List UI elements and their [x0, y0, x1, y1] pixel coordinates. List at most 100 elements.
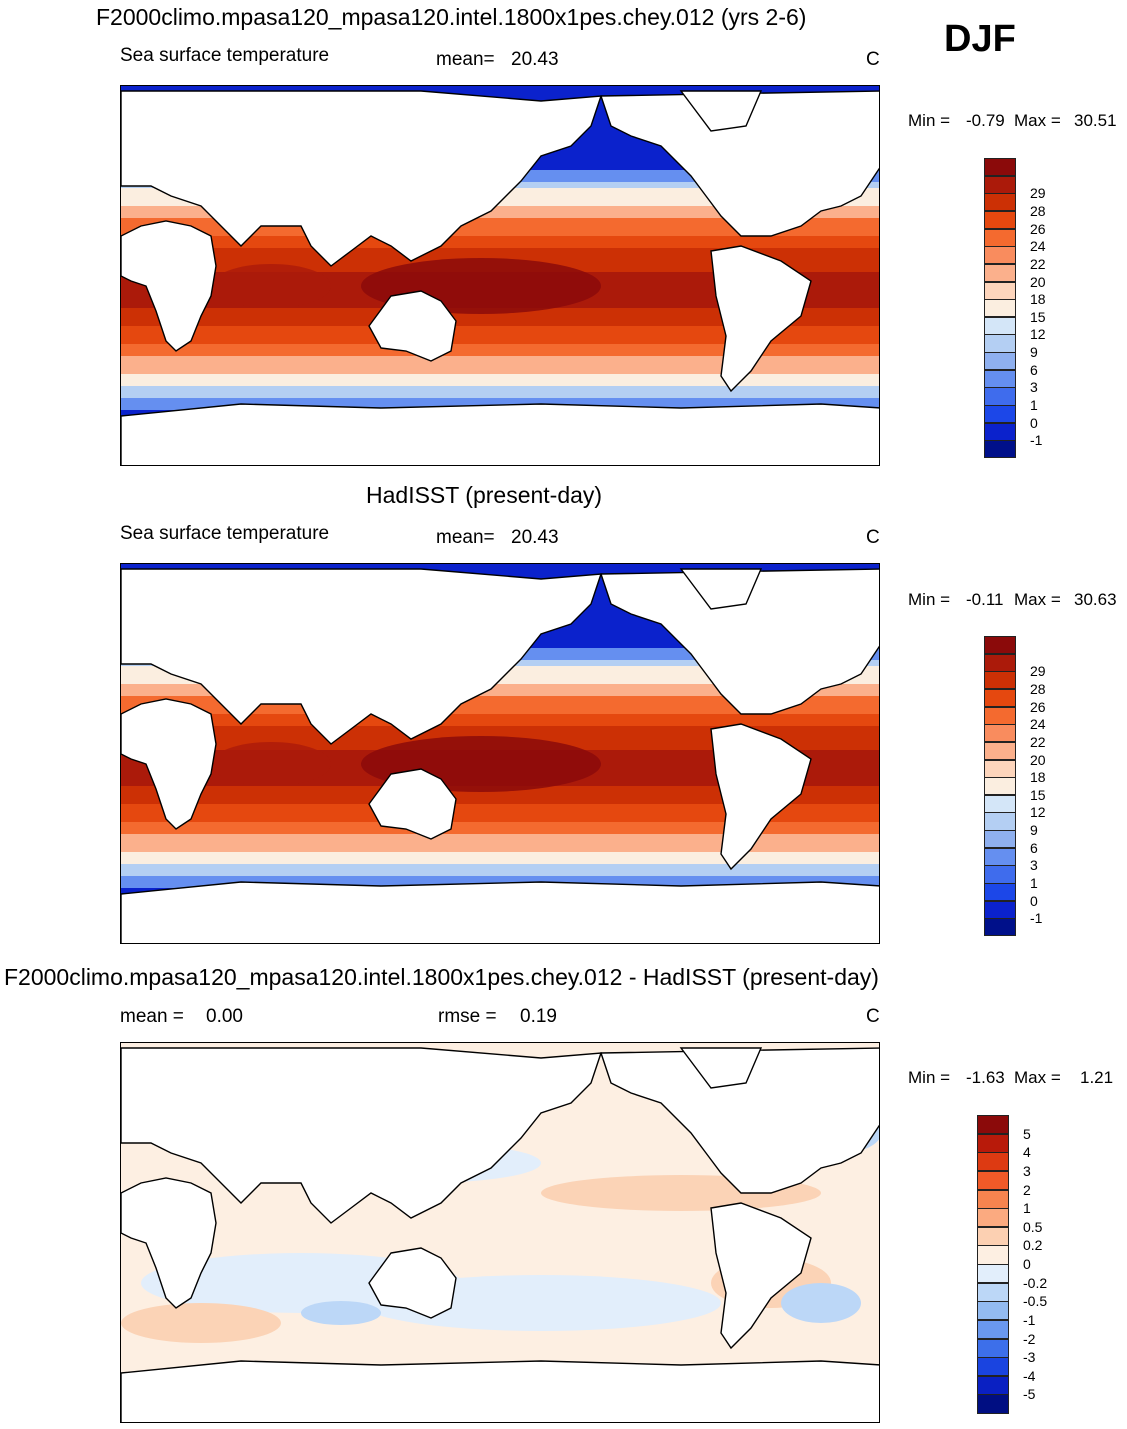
colorbar-tick-label: 15	[1030, 786, 1046, 803]
colorbar-swatch	[984, 369, 1016, 388]
colorbar-swatch	[984, 387, 1016, 406]
colorbar-swatch	[984, 900, 1016, 919]
colorbar-swatch	[984, 334, 1016, 353]
panel-2-units: C	[866, 527, 880, 548]
colorbar-tick-label: 15	[1030, 308, 1046, 325]
colorbar-swatch	[977, 1282, 1009, 1302]
colorbar-swatch	[984, 830, 1016, 849]
panel-3-mean-value: 0.00	[206, 1006, 243, 1027]
colorbar-tick-label: -1	[1023, 1311, 1036, 1328]
colorbar-tick-label: 1	[1023, 1200, 1031, 1217]
panel-2-max-label: Max =	[1014, 590, 1061, 609]
colorbar-tick-label: 29	[1030, 663, 1046, 680]
colorbar-swatch	[984, 883, 1016, 902]
colorbar-swatch	[977, 1264, 1009, 1284]
colorbar-swatch	[984, 352, 1016, 371]
colorbar-tick-label: 24	[1030, 238, 1046, 255]
season-label: DJF	[944, 18, 1016, 60]
colorbar-swatch	[977, 1375, 1009, 1395]
colorbar-tick-label: 29	[1030, 185, 1046, 202]
colorbar-tick-label: 0.5	[1023, 1218, 1043, 1235]
colorbar-tick-label: 12	[1030, 326, 1046, 343]
colorbar-tick-label: -0.5	[1023, 1293, 1048, 1310]
colorbar-tick-label: 12	[1030, 804, 1046, 821]
panel-3-min-label: Min =	[908, 1068, 951, 1087]
panel-1-title: F2000climo.mpasa120_mpasa120.intel.1800x…	[96, 4, 807, 30]
panel-1-max-value: 30.51	[1074, 111, 1117, 130]
colorbar-swatch	[977, 1357, 1009, 1377]
panel-3-map	[120, 1042, 880, 1423]
colorbar-swatch	[984, 777, 1016, 796]
colorbar-tick-label: 1	[1030, 875, 1038, 892]
colorbar-swatch	[984, 193, 1016, 212]
colorbar-swatch	[984, 812, 1016, 831]
colorbar-tick-label: 24	[1030, 716, 1046, 733]
colorbar-tick-label: 26	[1030, 220, 1046, 237]
panel-3-mean-label: mean =	[120, 1006, 184, 1027]
panel-3-rmse-value: 0.19	[520, 1006, 557, 1027]
colorbar-tick-label: 6	[1030, 361, 1038, 378]
colorbar-swatch	[984, 263, 1016, 283]
colorbar-swatch	[984, 299, 1016, 318]
colorbar-tick-label: 3	[1023, 1162, 1031, 1179]
colorbar-tick-label: -5	[1023, 1386, 1036, 1403]
colorbar-tick-label: -1	[1030, 910, 1043, 927]
colorbar-tick-label: 20	[1030, 751, 1046, 768]
colorbar-swatch	[984, 158, 1016, 177]
colorbar-tick-label: 18	[1030, 291, 1046, 308]
panel-2-variable: Sea surface temperature	[120, 523, 330, 544]
colorbar-tick-label: 3	[1030, 857, 1038, 874]
colorbar-tick-label: 28	[1030, 680, 1046, 697]
colorbar-tick-label: 0	[1030, 414, 1038, 431]
colorbar-swatch	[984, 724, 1016, 743]
panel-1-max-label: Max =	[1014, 111, 1061, 130]
colorbar-swatch	[984, 281, 1016, 300]
colorbar-swatch	[984, 175, 1016, 194]
colorbar-tick-label: 0	[1030, 892, 1038, 909]
panel-1-min-label: Min =	[908, 111, 951, 130]
colorbar-swatch	[984, 847, 1016, 866]
colorbar-swatch	[984, 688, 1016, 708]
panel-1-units: C	[866, 49, 880, 70]
panel-3-max-value: 1.21	[1080, 1068, 1114, 1087]
colorbar-swatch	[977, 1152, 1009, 1172]
colorbar-swatch	[977, 1115, 1009, 1135]
panel-2-min-value: -0.11	[966, 590, 1004, 609]
panel-3-title: F2000climo.mpasa120_mpasa120.intel.1800x…	[4, 964, 879, 990]
colorbar-swatch	[984, 865, 1016, 884]
colorbar-tick-label: 6	[1030, 839, 1038, 856]
colorbar-swatch	[984, 794, 1016, 813]
colorbar-swatch	[977, 1189, 1009, 1209]
panel-2-map	[120, 563, 880, 944]
colorbar-swatch	[984, 210, 1016, 230]
colorbar-swatch	[977, 1319, 1009, 1339]
colorbar-tick-label: 28	[1030, 202, 1046, 219]
colorbar-tick-label: 22	[1030, 733, 1046, 750]
panel-1-mean-value: 20.43	[511, 49, 559, 70]
colorbar-tick-label: 18	[1030, 769, 1046, 786]
colorbar-tick-label: 26	[1030, 698, 1046, 715]
colorbar-swatch	[977, 1245, 1009, 1265]
panel-1-min-value: -0.79	[966, 111, 1005, 130]
colorbar-tick-label: 4	[1023, 1144, 1031, 1161]
colorbar-swatch	[984, 636, 1016, 655]
colorbar-swatch	[984, 741, 1016, 761]
colorbar-swatch	[984, 316, 1016, 335]
colorbar-tick-label: 0.2	[1023, 1237, 1043, 1254]
panel-2-max-value: 30.63	[1074, 590, 1117, 609]
colorbar-tick-label: 5	[1023, 1125, 1031, 1142]
colorbar-swatch	[984, 918, 1016, 937]
colorbar-tick-label: 20	[1030, 273, 1046, 290]
panel-3-units: C	[866, 1006, 880, 1027]
colorbar-swatch	[984, 405, 1016, 424]
colorbar-swatch	[984, 706, 1016, 725]
colorbar-tick-label: 9	[1030, 822, 1038, 839]
colorbar-swatch	[984, 228, 1016, 247]
colorbar-tick-label: 9	[1030, 344, 1038, 361]
colorbar-tick-label: -3	[1023, 1349, 1036, 1366]
colorbar-tick-label: 1	[1030, 397, 1038, 414]
panel-2-title: HadISST (present-day)	[366, 482, 603, 508]
colorbar-swatch	[984, 653, 1016, 672]
panel-2-mean-label: mean=	[436, 527, 495, 548]
panel-2-mean-value: 20.43	[511, 527, 559, 548]
